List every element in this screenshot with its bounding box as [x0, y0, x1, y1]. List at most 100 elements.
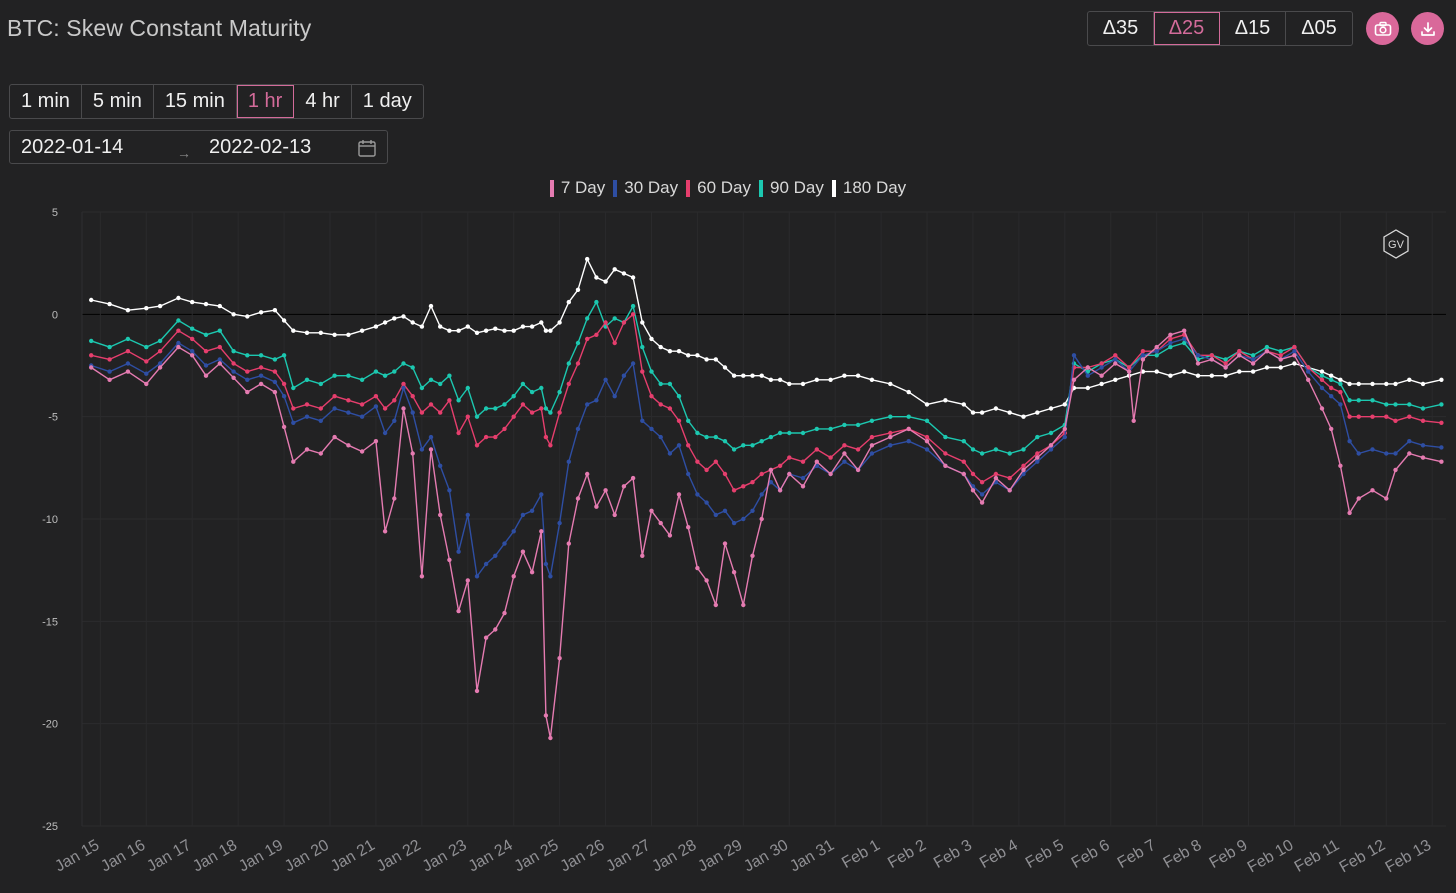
data-point [828, 471, 833, 477]
start-date-input[interactable]: 2022-01-14 [21, 136, 124, 158]
legend-item-180-day[interactable]: 180 Day [831, 177, 906, 199]
delta-25-button[interactable]: Δ25 [1154, 12, 1220, 45]
legend-item-90-day[interactable]: 90 Day [758, 177, 824, 199]
download-button[interactable] [1411, 12, 1444, 45]
data-point [447, 488, 452, 493]
calendar-icon[interactable] [357, 138, 377, 158]
timeframe-1min-button[interactable]: 1 min [10, 85, 82, 118]
y-tick-label: -10 [42, 514, 58, 526]
end-date-input[interactable]: 2022-02-13 [209, 136, 312, 158]
data-point [125, 308, 131, 313]
screenshot-button[interactable] [1366, 12, 1399, 45]
data-point [695, 565, 700, 571]
x-tick-label: Jan 31 [787, 837, 837, 876]
x-tick-label: Feb 5 [1023, 837, 1067, 872]
data-point [640, 369, 645, 374]
delta-35-button[interactable]: Δ35 [1088, 12, 1154, 45]
data-point [1113, 377, 1118, 382]
data-point [704, 578, 709, 583]
timeframe-5min-button[interactable]: 5 min [82, 85, 154, 118]
data-point [1154, 344, 1159, 350]
data-point [1347, 439, 1352, 444]
data-point [359, 328, 365, 333]
data-point [1062, 434, 1068, 440]
data-point [401, 381, 406, 387]
data-point [566, 361, 571, 366]
data-point [1021, 447, 1026, 452]
legend-swatch [831, 179, 836, 197]
data-point [704, 357, 709, 362]
data-point [1384, 402, 1389, 407]
data-point [217, 328, 222, 333]
data-point [1264, 349, 1270, 354]
data-point [465, 578, 470, 583]
date-range-picker[interactable]: 2022-01-14 → 2022-02-13 [9, 130, 388, 164]
data-point [346, 373, 351, 378]
data-point [419, 324, 425, 329]
timeframe-1hr-button[interactable]: 1 hr [236, 85, 295, 118]
data-point [855, 422, 861, 428]
data-point [520, 512, 526, 518]
data-point [1237, 349, 1242, 354]
timeframe-4hr-button[interactable]: 4 hr [294, 85, 352, 118]
data-point [621, 484, 627, 489]
data-point [125, 349, 131, 354]
data-point [1384, 414, 1389, 419]
series-line [91, 258, 1442, 418]
data-point [1278, 349, 1283, 354]
data-point [1319, 385, 1325, 391]
data-point [543, 328, 549, 333]
data-point [842, 373, 847, 378]
data-point [543, 713, 549, 718]
delta-15-button[interactable]: Δ15 [1220, 12, 1286, 45]
data-point [548, 443, 553, 448]
data-point [943, 451, 948, 456]
data-point [575, 361, 581, 366]
data-point [1062, 402, 1068, 407]
data-point [548, 574, 553, 579]
data-point [401, 385, 406, 391]
data-point [1099, 373, 1104, 378]
data-point [529, 570, 535, 575]
data-point [190, 326, 195, 331]
data-point [768, 480, 774, 485]
data-point [1329, 377, 1334, 382]
data-point [1250, 353, 1256, 358]
legend-item-60-day[interactable]: 60 Day [686, 177, 751, 199]
data-point [630, 312, 636, 317]
x-tick-label: Jan 29 [695, 837, 745, 876]
data-point [304, 402, 310, 407]
timeframe-15min-button[interactable]: 15 min [154, 85, 237, 118]
legend-item-30-day[interactable]: 30 Day [613, 177, 678, 199]
data-point [382, 406, 388, 411]
data-point [447, 398, 452, 403]
data-point [1250, 369, 1256, 374]
data-point [392, 418, 397, 423]
delta-05-button[interactable]: Δ05 [1301, 17, 1337, 39]
x-tick-label: Jan 15 [52, 837, 102, 876]
data-point [203, 332, 209, 337]
data-point [1439, 445, 1444, 450]
legend-swatch [549, 179, 554, 197]
series-line [91, 313, 1442, 491]
data-point [979, 410, 985, 415]
data-point [373, 394, 379, 399]
data-point [1370, 414, 1375, 419]
data-point [493, 627, 498, 632]
legend-label: 60 Day [697, 178, 751, 197]
data-point [695, 430, 700, 436]
data-point [1319, 369, 1325, 374]
data-point [245, 389, 250, 395]
data-point [474, 574, 480, 579]
series-30-day [89, 336, 1444, 579]
data-point [842, 459, 847, 464]
data-point [676, 443, 682, 448]
data-point [493, 553, 498, 558]
data-point [741, 516, 746, 522]
data-point [401, 406, 406, 411]
legend-item-7-day[interactable]: 7 Day [549, 177, 605, 199]
timeframe-1day-button[interactable]: 1 day [362, 90, 412, 112]
data-point [621, 373, 627, 378]
data-point [89, 338, 94, 344]
data-point [1223, 373, 1228, 378]
